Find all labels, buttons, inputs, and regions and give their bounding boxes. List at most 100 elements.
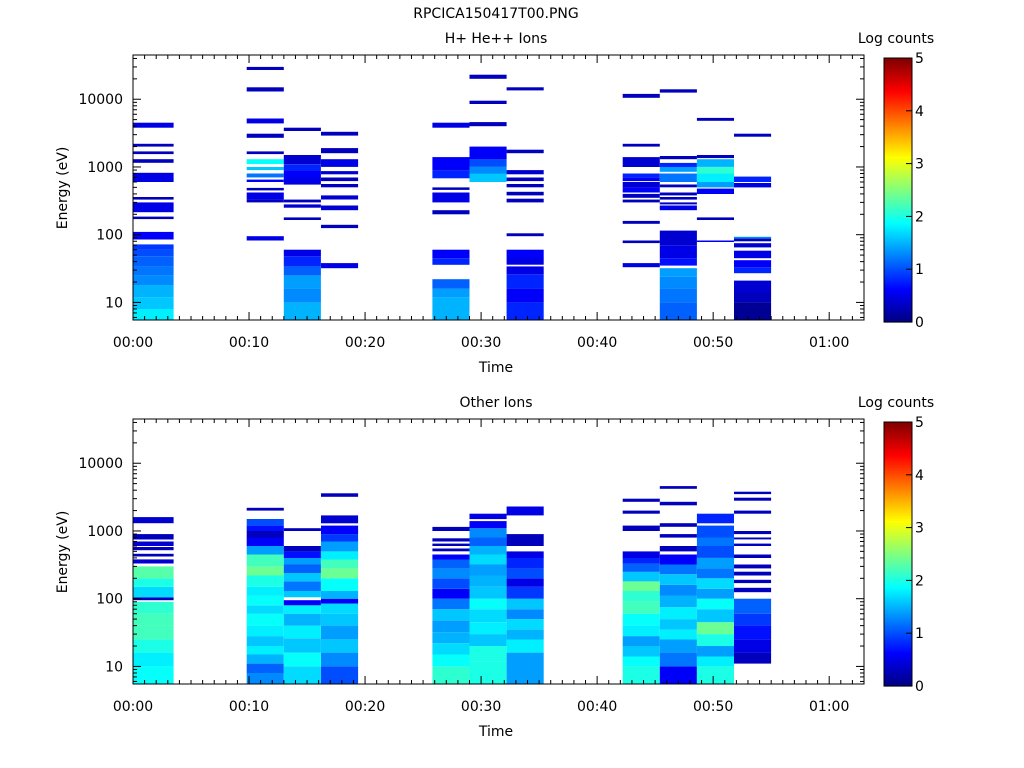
x-tick-label: 00:40 — [577, 335, 617, 351]
colorbar-swatch — [884, 654, 912, 657]
heatmap-cell — [659, 162, 697, 167]
colorbar-swatch — [884, 84, 912, 87]
colorbar-swatch — [884, 510, 912, 513]
heatmap-cell — [246, 595, 284, 606]
heatmap-cell — [283, 652, 321, 667]
heatmap-cell — [734, 564, 772, 569]
heatmap-cell — [506, 619, 544, 630]
colorbar-swatch — [884, 512, 912, 515]
heatmap-cell — [321, 591, 359, 599]
colorbar-tick-label: 3 — [915, 157, 924, 173]
colorbar-swatch — [884, 154, 912, 157]
heatmap-cell — [321, 568, 359, 579]
colorbar-swatch — [884, 294, 912, 297]
colorbar-swatch — [884, 460, 912, 463]
heatmap-cell — [133, 151, 174, 155]
heatmap-cell — [734, 292, 772, 303]
colorbar-swatch — [884, 670, 912, 673]
colorbar-swatch — [884, 552, 912, 555]
heatmap-cell — [622, 199, 660, 203]
colorbar-swatch — [884, 584, 912, 587]
colorbar-swatch — [884, 526, 912, 529]
colorbar-swatch — [884, 284, 912, 287]
heatmap-cell — [506, 257, 544, 265]
heatmap-cell — [696, 578, 734, 589]
heatmap-cell — [432, 588, 470, 599]
heatmap-cell — [432, 632, 470, 644]
heatmap-cell — [321, 603, 359, 614]
colorbar-label: Log counts — [858, 31, 934, 47]
x-tick-label: 00:20 — [345, 699, 385, 715]
colorbar-swatch — [884, 616, 912, 619]
heatmap-cell — [622, 563, 660, 572]
heatmap-cell — [283, 266, 321, 276]
colorbar-swatch — [884, 660, 912, 663]
heatmap-cell — [432, 568, 470, 579]
colorbar-swatch — [884, 314, 912, 317]
axes: 00:00 00:10 00:20 00:30 00:40 00:50 01:00 10 100… — [78, 418, 865, 715]
heatmap-cell — [246, 546, 284, 555]
heatmap-cell — [283, 572, 321, 582]
heatmap-cell — [432, 210, 470, 215]
colorbar-swatch — [884, 496, 912, 499]
heatmap-cell — [283, 275, 321, 289]
colorbar-swatch — [884, 98, 912, 101]
x-tick-label: 00:00 — [113, 699, 153, 715]
heatmap-cell — [506, 170, 544, 175]
colorbar-swatch — [884, 646, 912, 649]
heatmap-cell — [432, 249, 470, 259]
heatmap-cell — [246, 605, 284, 614]
colorbar-swatch — [884, 236, 912, 239]
colorbar-swatch — [884, 198, 912, 201]
x-tick-label: 00:30 — [461, 699, 501, 715]
heatmap-cell — [133, 578, 174, 587]
heatmap-cell — [133, 216, 174, 220]
colorbar-swatch — [884, 506, 912, 509]
heatmap-cell — [283, 625, 321, 639]
colorbar-swatch — [884, 78, 912, 81]
heatmap-cell — [469, 661, 507, 684]
heatmap-cell — [321, 171, 359, 175]
heatmap-cell — [246, 537, 284, 546]
heatmap-cell — [659, 89, 697, 93]
heatmap-cell — [659, 666, 697, 684]
heatmap-cell — [622, 525, 660, 531]
colorbar-swatch — [884, 548, 912, 551]
y-axis-label: Energy (eV) — [55, 147, 71, 230]
heatmap-cell — [283, 164, 321, 171]
heatmap-cell — [506, 191, 544, 196]
heatmap-cell — [432, 666, 470, 684]
heatmap-cell — [321, 534, 359, 542]
colorbar-swatch — [884, 502, 912, 505]
heatmap-cell — [432, 170, 470, 179]
heatmap-cell — [246, 663, 284, 673]
heatmap-cell — [734, 652, 772, 664]
heatmap-cell — [659, 167, 697, 172]
colorbar-swatch — [884, 168, 912, 171]
colorbar-swatch — [884, 310, 912, 313]
heatmap-cell — [246, 167, 284, 171]
colorbar-swatch — [884, 564, 912, 567]
heatmap-cell — [283, 564, 321, 573]
colorbar-swatch — [884, 194, 912, 197]
heatmap-cell — [246, 575, 284, 587]
colorbar-swatch — [884, 434, 912, 437]
heatmap-cell — [734, 302, 772, 320]
colorbar-swatch — [884, 648, 912, 651]
heatmap-cell — [469, 537, 507, 546]
colorbar-swatch — [884, 522, 912, 525]
colorbar-swatch — [884, 448, 912, 451]
heatmap-cell — [432, 643, 470, 655]
heatmap-cell — [622, 143, 660, 147]
colorbar-swatch — [884, 200, 912, 203]
colorbar-swatch — [884, 432, 912, 435]
heatmap-cell — [622, 551, 660, 558]
heatmap-cell — [246, 613, 284, 626]
colorbar-swatch — [884, 146, 912, 149]
heatmap-cell — [283, 528, 321, 531]
colorbar-swatch — [884, 172, 912, 175]
colorbar-swatch — [884, 440, 912, 443]
colorbar-swatch — [884, 664, 912, 667]
colorbar-swatch — [884, 286, 912, 289]
heatmap-cell — [506, 639, 544, 653]
